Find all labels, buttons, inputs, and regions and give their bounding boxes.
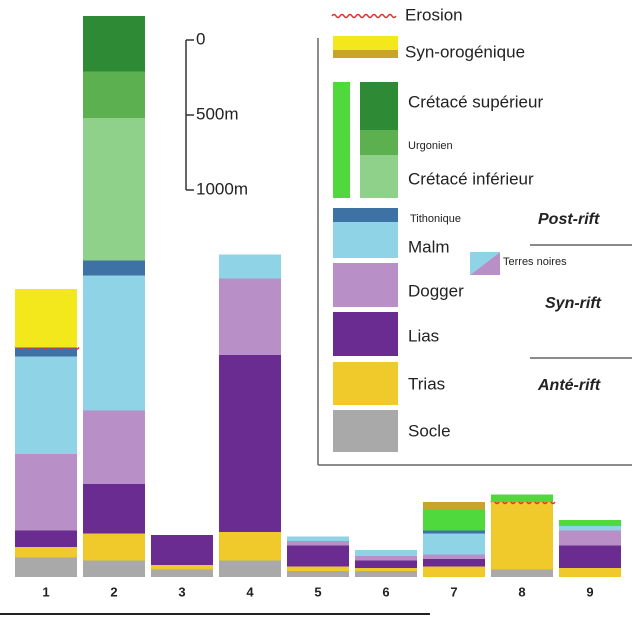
legend-label: Syn-orogénique bbox=[405, 42, 525, 61]
layer bbox=[219, 254, 281, 279]
x-tick-label: 4 bbox=[246, 584, 254, 599]
legend-erosion bbox=[331, 13, 397, 19]
scale-label: 1000m bbox=[196, 179, 248, 198]
legend-swatch bbox=[333, 263, 398, 307]
legend-label: Lias bbox=[408, 326, 439, 345]
layer bbox=[83, 118, 145, 261]
legend-swatch bbox=[333, 410, 398, 452]
layer bbox=[287, 541, 349, 546]
layer bbox=[15, 347, 77, 357]
layer bbox=[219, 532, 281, 561]
layer bbox=[15, 289, 77, 348]
layer bbox=[491, 569, 553, 577]
layer bbox=[423, 530, 485, 534]
x-tick-label: 5 bbox=[314, 584, 321, 599]
legend-label: Crétacé supérieur bbox=[408, 92, 543, 111]
layer bbox=[219, 278, 281, 355]
legend-label: Socle bbox=[408, 421, 451, 440]
x-tick-label: 1 bbox=[42, 584, 49, 599]
legend-swatch bbox=[333, 362, 398, 405]
legend-label: Dogger bbox=[408, 281, 464, 300]
layer bbox=[491, 494, 553, 502]
layer bbox=[423, 509, 485, 531]
terres-noires-swatch bbox=[470, 252, 500, 275]
legend-swatch bbox=[360, 130, 398, 155]
x-tick-label: 6 bbox=[382, 584, 389, 599]
scale-label: 500m bbox=[196, 104, 239, 123]
legend-swatch bbox=[333, 36, 398, 50]
legend-label: Crétacé inférieur bbox=[408, 169, 534, 188]
layer bbox=[423, 566, 485, 577]
layer bbox=[83, 533, 145, 561]
layer bbox=[559, 526, 621, 531]
layer bbox=[83, 71, 145, 118]
layer bbox=[355, 556, 417, 561]
layer bbox=[15, 557, 77, 577]
legend-swatch bbox=[360, 82, 398, 130]
layer bbox=[15, 356, 77, 454]
layer bbox=[559, 530, 621, 546]
phase-label: Post-rift bbox=[538, 211, 600, 228]
layer bbox=[219, 560, 281, 577]
layer bbox=[151, 565, 213, 570]
x-tick-label: 2 bbox=[110, 584, 117, 599]
legend-swatch bbox=[333, 312, 398, 356]
layer bbox=[15, 547, 77, 558]
layer bbox=[423, 533, 485, 555]
layer bbox=[287, 536, 349, 541]
layer bbox=[559, 568, 621, 577]
layer bbox=[219, 355, 281, 532]
phase-label: Syn-rift bbox=[545, 295, 602, 312]
scale-label: 0 bbox=[196, 29, 205, 48]
layer bbox=[83, 560, 145, 577]
layer bbox=[83, 16, 145, 72]
legend-label: Erosion bbox=[405, 5, 463, 24]
layer bbox=[83, 260, 145, 276]
layer bbox=[355, 571, 417, 577]
layer bbox=[491, 502, 553, 570]
x-tick-label: 9 bbox=[586, 584, 593, 599]
legend-label: Tithonique bbox=[410, 213, 461, 225]
terres-noires-label: Terres noires bbox=[503, 256, 567, 268]
layer bbox=[423, 502, 485, 510]
layer bbox=[151, 535, 213, 565]
layer bbox=[355, 568, 417, 571]
layer bbox=[559, 545, 621, 568]
layer bbox=[287, 545, 349, 567]
layer bbox=[287, 571, 349, 577]
x-tick-label: 3 bbox=[178, 584, 185, 599]
legend-swatch bbox=[360, 155, 398, 198]
layer bbox=[151, 569, 213, 577]
layer bbox=[15, 454, 77, 531]
legend-swatch bbox=[333, 208, 398, 222]
layer bbox=[355, 560, 417, 568]
layer bbox=[83, 484, 145, 534]
phase-label: Anté-rift bbox=[537, 377, 601, 394]
layer bbox=[15, 530, 77, 547]
layer bbox=[423, 554, 485, 559]
x-tick-label: 8 bbox=[518, 584, 525, 599]
legend-swatch bbox=[333, 222, 398, 258]
legend-swatch bbox=[333, 82, 350, 198]
layer bbox=[83, 275, 145, 411]
x-tick-label: 7 bbox=[450, 584, 457, 599]
layer bbox=[287, 566, 349, 571]
layer bbox=[559, 520, 621, 526]
legend-label: Urgonien bbox=[408, 140, 453, 152]
layer bbox=[355, 550, 417, 556]
layer bbox=[83, 410, 145, 484]
legend-label: Malm bbox=[408, 237, 450, 256]
legend-swatch bbox=[333, 50, 398, 58]
legend-label: Trias bbox=[408, 374, 445, 393]
layer bbox=[423, 559, 485, 567]
